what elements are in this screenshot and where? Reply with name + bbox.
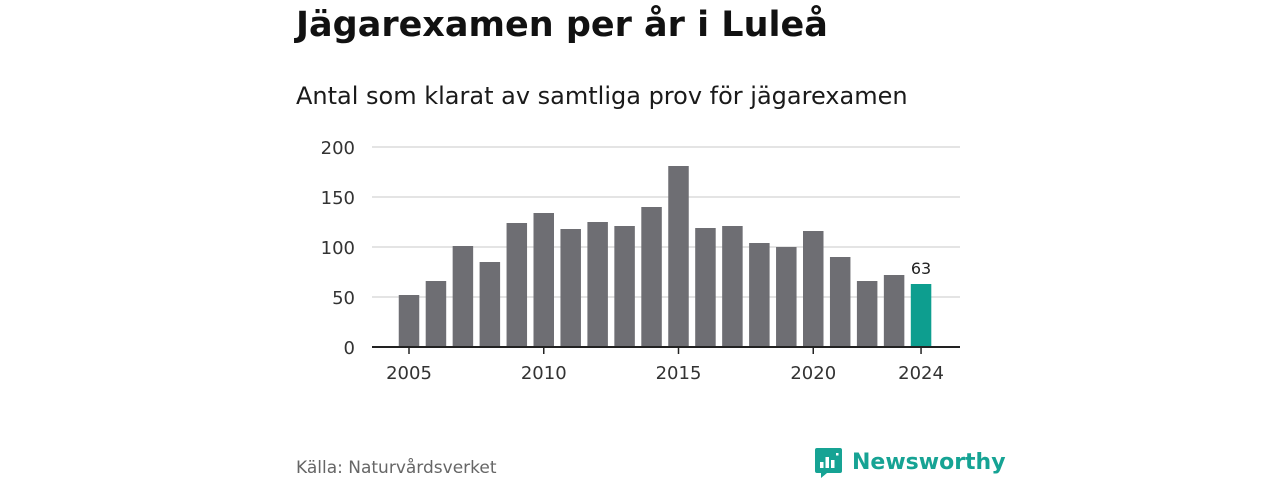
bar-2009 bbox=[506, 223, 528, 347]
y-tick-label-150: 150 bbox=[321, 188, 355, 209]
newsworthy-brand[interactable]: Newsworthy bbox=[815, 446, 1006, 480]
chart-subtitle: Antal som klarat av samtliga prov för jä… bbox=[296, 82, 908, 110]
bar-2016 bbox=[695, 228, 716, 347]
x-tick-label-2010: 2010 bbox=[521, 363, 567, 384]
bar-2008 bbox=[479, 262, 501, 347]
bar-2012 bbox=[587, 222, 608, 347]
y-tick-label-0: 0 bbox=[344, 338, 355, 359]
x-tick-label-2024: 2024 bbox=[898, 363, 944, 384]
bar-2023 bbox=[883, 275, 905, 347]
data-label-2024: 63 bbox=[911, 259, 931, 278]
bars bbox=[398, 166, 932, 347]
bar-2020 bbox=[803, 231, 824, 347]
x-tick-label-2005: 2005 bbox=[386, 363, 432, 384]
data-labels: 63 bbox=[911, 259, 931, 278]
bar-2018 bbox=[749, 243, 770, 347]
source-note: Källa: Naturvårdsverket bbox=[296, 458, 497, 478]
chart-title: Jägarexamen per år i Luleå bbox=[296, 5, 828, 45]
bar-2021 bbox=[829, 257, 851, 347]
bar-2005 bbox=[398, 295, 420, 347]
x-axis-ticks: 2005 2010 2015 2020 2024 bbox=[386, 347, 944, 384]
y-axis-ticks: 0 50 100 150 200 bbox=[321, 138, 355, 359]
bar-2024 bbox=[910, 284, 932, 347]
newsworthy-logo-icon bbox=[815, 448, 842, 478]
y-tick-label-100: 100 bbox=[321, 238, 355, 259]
y-tick-label-200: 200 bbox=[321, 138, 355, 159]
bar-2019 bbox=[776, 247, 797, 347]
x-tick-label-2015: 2015 bbox=[656, 363, 702, 384]
bar-2022 bbox=[856, 281, 878, 347]
brand-name: Newsworthy bbox=[852, 450, 1006, 475]
bar-2013 bbox=[614, 226, 635, 347]
bar-2007 bbox=[452, 246, 474, 347]
bar-2010 bbox=[533, 213, 554, 347]
bar-2017 bbox=[722, 226, 743, 347]
bar-2011 bbox=[560, 229, 581, 347]
bar-2015 bbox=[668, 166, 689, 347]
bar-2006 bbox=[425, 281, 447, 347]
bar-2014 bbox=[641, 207, 662, 347]
x-tick-label-2020: 2020 bbox=[790, 363, 836, 384]
y-tick-label-50: 50 bbox=[332, 288, 355, 309]
